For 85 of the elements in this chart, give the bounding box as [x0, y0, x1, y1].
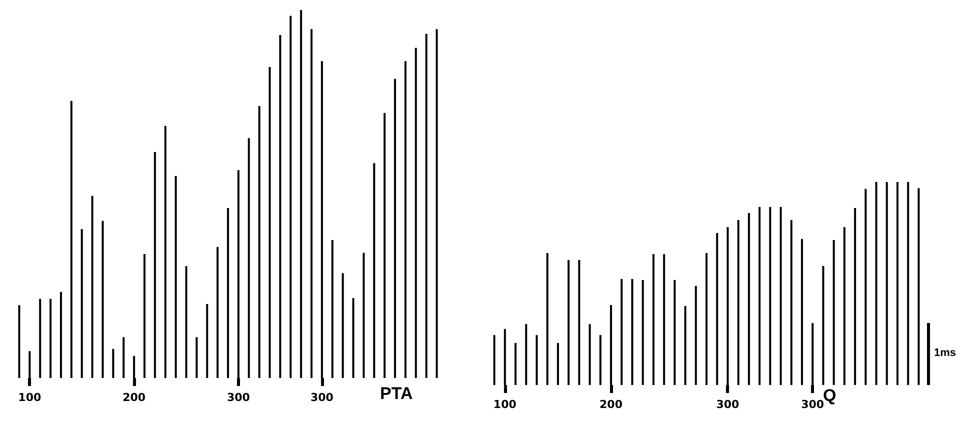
bar — [599, 335, 602, 385]
bar — [268, 67, 271, 378]
bar — [70, 100, 72, 378]
bar — [843, 227, 846, 385]
bar — [174, 176, 177, 378]
bar — [50, 298, 52, 378]
bar — [493, 335, 496, 385]
bar — [620, 279, 623, 385]
bar — [80, 228, 83, 378]
bar — [556, 342, 559, 385]
bar — [588, 324, 591, 385]
bar — [800, 239, 803, 385]
bar — [414, 48, 417, 378]
x-tick-label: 300 — [226, 391, 250, 404]
bar — [342, 273, 344, 378]
bar — [790, 220, 792, 385]
bar — [60, 292, 62, 378]
bar — [536, 335, 538, 385]
bar — [373, 163, 376, 378]
x-tick-label: 300 — [716, 398, 740, 411]
bar — [864, 188, 867, 385]
bar — [546, 253, 548, 385]
x-tick-label: 200 — [600, 398, 623, 411]
bar — [300, 10, 302, 378]
bar — [279, 35, 282, 378]
bar — [854, 208, 856, 385]
bar — [112, 348, 114, 378]
bar — [642, 280, 644, 385]
bar — [918, 188, 920, 385]
bar — [896, 182, 898, 385]
bar — [748, 213, 750, 385]
bar — [706, 253, 708, 385]
bar — [758, 206, 761, 385]
bar — [684, 306, 686, 385]
bar — [102, 220, 104, 378]
x-axis-title: PTA — [380, 384, 413, 404]
bar — [875, 182, 878, 385]
bar — [227, 208, 229, 378]
bar — [143, 254, 146, 378]
bar — [769, 206, 772, 385]
bar — [907, 182, 910, 385]
bar — [832, 240, 835, 385]
x-tick-label: 300 — [310, 391, 334, 404]
x-tick-label: 300 — [801, 398, 824, 411]
bar — [91, 196, 94, 378]
bar — [290, 16, 292, 378]
bar — [352, 298, 354, 378]
bar — [362, 252, 365, 378]
x-axis-title: Q — [823, 386, 836, 405]
bar — [258, 106, 260, 378]
bar — [404, 61, 406, 378]
bar — [514, 342, 517, 385]
bar — [122, 337, 125, 378]
bar — [331, 240, 334, 378]
x-tick-label: 100 — [18, 391, 42, 404]
bar — [886, 182, 888, 385]
x-tick-label: 200 — [122, 391, 146, 404]
bar — [384, 113, 386, 378]
bar — [737, 220, 740, 385]
bar — [568, 260, 570, 385]
bar — [652, 254, 654, 385]
bar — [216, 246, 219, 378]
bar — [780, 206, 782, 385]
bar — [694, 286, 697, 385]
bar — [185, 266, 188, 378]
bar — [248, 138, 250, 378]
text: 1ms — [934, 347, 956, 359]
bar — [39, 298, 42, 378]
bar — [164, 126, 166, 378]
x-tick-label: 100 — [493, 398, 517, 411]
bar — [206, 304, 208, 378]
bar — [196, 337, 198, 378]
bar — [310, 29, 313, 378]
bar — [436, 29, 438, 378]
bar — [663, 254, 666, 385]
bar — [154, 152, 156, 378]
bar — [578, 260, 580, 385]
bar — [822, 266, 824, 385]
bar — [394, 78, 396, 378]
bar — [674, 280, 676, 385]
bar — [631, 279, 634, 385]
bar — [716, 232, 718, 385]
bar — [425, 34, 428, 378]
bar — [18, 305, 20, 378]
bar — [525, 324, 528, 385]
